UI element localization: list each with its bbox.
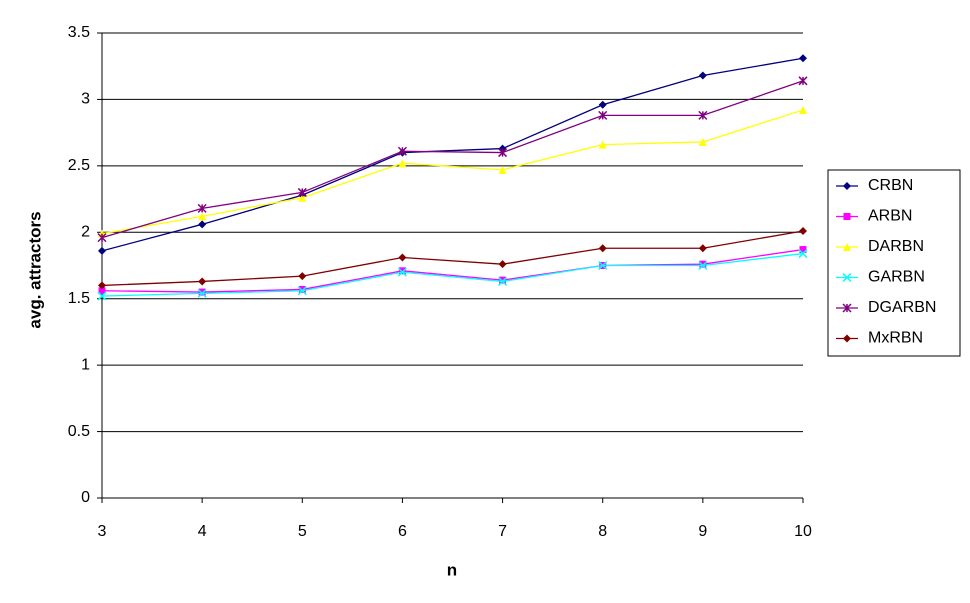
marker <box>698 260 708 271</box>
series-line <box>101 57 804 252</box>
marker <box>298 193 307 202</box>
marker <box>198 288 206 296</box>
legend-label: DGARBN <box>868 299 936 316</box>
marker <box>799 54 807 63</box>
legend-label: CRBN <box>868 177 913 194</box>
marker <box>843 213 851 220</box>
marker <box>598 244 607 253</box>
x-tick-label: 5 <box>298 523 307 540</box>
legend-label: MxRBN <box>868 330 923 347</box>
marker <box>598 110 608 120</box>
series-line <box>101 248 804 293</box>
marker <box>598 260 608 271</box>
y-tick-label: 1 <box>81 356 90 373</box>
marker <box>197 203 207 213</box>
series-line <box>101 109 804 235</box>
x-tick-label: 6 <box>398 523 407 540</box>
marker <box>798 76 808 86</box>
marker <box>842 303 852 313</box>
marker <box>842 272 852 283</box>
x-axis-title: n <box>447 560 457 579</box>
marker <box>699 260 707 268</box>
y-tick-label: 1.5 <box>68 290 90 307</box>
y-tick-label: 3 <box>81 91 90 108</box>
marker <box>198 212 207 221</box>
marker <box>397 146 407 156</box>
legend: CRBN ARBN DARBN GARBN DGARBN MxRBN <box>827 169 961 357</box>
marker <box>698 71 707 80</box>
marker <box>97 291 107 301</box>
y-tick-label: 2 <box>81 224 90 241</box>
x-tick-label: 9 <box>698 523 707 540</box>
marker <box>498 165 507 174</box>
marker <box>799 106 807 115</box>
legend-label: ARBN <box>868 208 912 225</box>
y-tick-label: 2.5 <box>68 157 90 174</box>
marker <box>598 100 607 109</box>
marker <box>498 260 507 269</box>
x-tick-label: 4 <box>198 523 207 540</box>
marker <box>398 267 406 275</box>
y-tick-label: 0.5 <box>68 423 90 440</box>
marker <box>298 272 307 281</box>
marker <box>598 140 607 149</box>
marker <box>498 276 508 286</box>
series-line <box>101 252 804 297</box>
x-tick-label: 8 <box>598 523 607 540</box>
y-tick-label: 3.5 <box>68 24 90 41</box>
x-tick-label: 10 <box>794 523 812 540</box>
marker <box>843 182 851 190</box>
marker <box>398 253 407 262</box>
marker <box>799 226 807 235</box>
marker <box>698 137 707 146</box>
marker <box>97 233 107 243</box>
marker <box>498 148 508 158</box>
marker <box>297 187 307 197</box>
marker <box>298 285 306 293</box>
marker <box>398 159 407 168</box>
marker <box>698 110 708 120</box>
x-tick-label: 7 <box>498 523 507 540</box>
marker <box>843 243 851 251</box>
legend-label: DARBN <box>868 238 924 255</box>
marker <box>297 286 307 296</box>
marker <box>397 267 407 277</box>
marker <box>843 334 851 343</box>
series-line <box>101 80 804 239</box>
legend-label: GARBN <box>868 269 925 286</box>
y-tick-label: 0 <box>81 489 90 506</box>
x-tick-label: 3 <box>98 523 107 540</box>
marker <box>798 249 808 259</box>
marker <box>198 277 207 286</box>
marker <box>98 246 106 255</box>
marker <box>197 288 207 298</box>
marker <box>499 276 507 284</box>
marker <box>98 281 106 290</box>
legend-box <box>827 169 961 357</box>
series-line <box>101 230 804 287</box>
marker <box>698 244 707 253</box>
y-axis-title: avg. attractors <box>25 211 44 328</box>
marker <box>198 220 207 229</box>
marker <box>799 246 807 254</box>
marker <box>98 287 106 295</box>
